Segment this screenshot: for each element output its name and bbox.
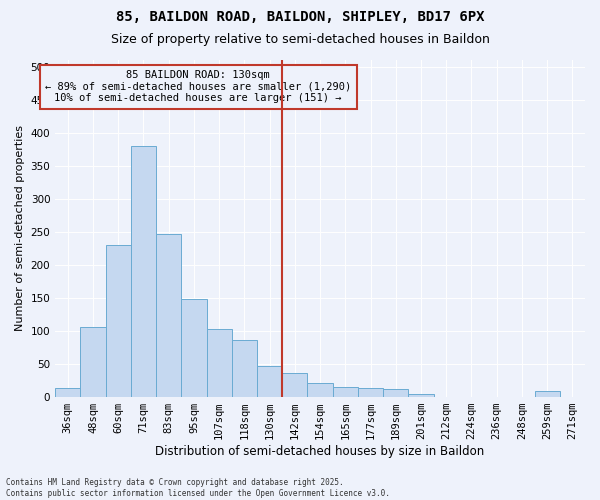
Bar xyxy=(232,340,257,396)
Text: 85, BAILDON ROAD, BAILDON, SHIPLEY, BD17 6PX: 85, BAILDON ROAD, BAILDON, SHIPLEY, BD17… xyxy=(116,10,484,24)
Bar xyxy=(535,390,560,396)
X-axis label: Distribution of semi-detached houses by size in Baildon: Distribution of semi-detached houses by … xyxy=(155,444,485,458)
Text: Size of property relative to semi-detached houses in Baildon: Size of property relative to semi-detach… xyxy=(110,32,490,46)
Bar xyxy=(106,246,131,396)
Text: Contains HM Land Registry data © Crown copyright and database right 2025.
Contai: Contains HM Land Registry data © Crown c… xyxy=(6,478,390,498)
Bar xyxy=(80,328,106,396)
Bar xyxy=(282,374,307,396)
Bar xyxy=(332,388,358,396)
Bar xyxy=(55,388,80,396)
Bar xyxy=(156,234,181,396)
Bar xyxy=(131,146,156,397)
Y-axis label: Number of semi-detached properties: Number of semi-detached properties xyxy=(15,126,25,332)
Bar xyxy=(257,366,282,396)
Bar xyxy=(206,330,232,396)
Bar xyxy=(307,384,332,396)
Bar xyxy=(409,394,434,396)
Bar xyxy=(383,390,409,396)
Text: 85 BAILDON ROAD: 130sqm
← 89% of semi-detached houses are smaller (1,290)
10% of: 85 BAILDON ROAD: 130sqm ← 89% of semi-de… xyxy=(45,70,352,103)
Bar xyxy=(181,299,206,396)
Bar xyxy=(358,388,383,396)
